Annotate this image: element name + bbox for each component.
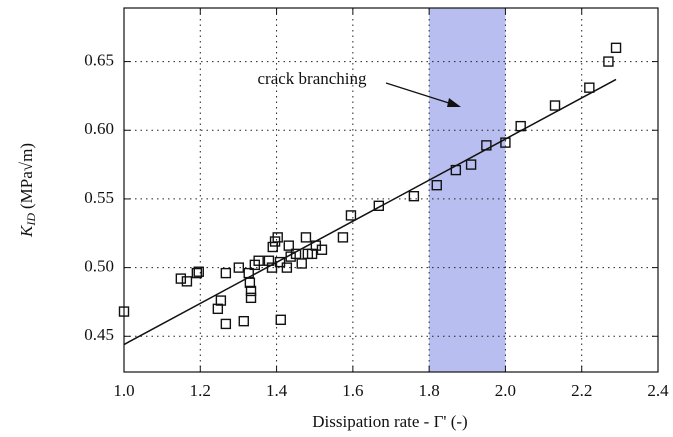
data-point — [245, 285, 257, 297]
data-point — [500, 137, 511, 148]
data-point — [267, 241, 278, 253]
data-point — [118, 306, 130, 317]
data-point — [253, 255, 264, 266]
data-point — [281, 262, 293, 273]
data-point — [584, 82, 595, 93]
data-point — [220, 267, 232, 279]
data-point — [220, 318, 232, 330]
x-tick-label: 1.4 — [266, 381, 288, 400]
data-point — [549, 100, 561, 111]
data-point — [290, 248, 302, 260]
data-point — [610, 42, 622, 54]
y-tick-label: 0.55 — [84, 188, 114, 207]
y-axis-label: KID (MPa√m) — [17, 143, 38, 238]
data-point — [266, 262, 278, 273]
y-label-subscript: ID — [24, 213, 38, 227]
data-point — [191, 267, 203, 279]
x-tick-label: 2.4 — [647, 381, 669, 400]
data-point — [431, 179, 442, 191]
x-tick-label: 1.8 — [419, 381, 440, 400]
data-point — [275, 314, 286, 326]
data-point — [408, 190, 420, 202]
data-point — [175, 273, 187, 284]
y-label-symbol: K — [17, 224, 36, 238]
data-point — [283, 240, 294, 251]
x-tick-label: 1.0 — [113, 381, 134, 400]
data-point — [603, 56, 614, 67]
data-point — [450, 164, 462, 176]
y-tick-label: 0.60 — [84, 119, 114, 138]
fit-line — [123, 78, 617, 346]
data-point — [373, 200, 384, 211]
data-point — [274, 256, 286, 268]
data-point — [296, 258, 307, 269]
arrow-head — [447, 98, 461, 107]
data-point — [300, 232, 312, 243]
data-point — [193, 266, 204, 277]
data-point — [337, 232, 349, 243]
y-tick-label: 0.65 — [84, 50, 114, 69]
data-point — [515, 120, 526, 132]
y-label-unit: (MPa√m) — [17, 143, 36, 209]
x-tick-label: 2.0 — [495, 381, 516, 400]
data-point — [212, 303, 224, 315]
y-tick-label: 0.50 — [84, 257, 114, 276]
data-point — [233, 262, 245, 273]
annotation-arrow — [385, 82, 453, 105]
data-point — [316, 244, 328, 255]
data-point — [263, 255, 275, 266]
data-point — [285, 251, 296, 262]
x-tick-label: 1.2 — [190, 381, 211, 400]
y-tick-label: 0.45 — [84, 325, 114, 344]
data-point — [215, 295, 227, 306]
annotation: crack branching — [257, 69, 367, 88]
data-point — [345, 210, 357, 221]
data-point — [481, 140, 492, 151]
x-tick-label: 1.6 — [342, 381, 363, 400]
data-point — [465, 159, 477, 170]
x-axis-label: Dissipation rate - Γ' (-) — [312, 412, 467, 431]
data-point — [272, 232, 283, 243]
x-tick-label: 2.2 — [571, 381, 592, 400]
plot-frame — [123, 7, 659, 373]
data-point — [181, 276, 193, 287]
data-point — [245, 292, 257, 304]
data-point — [238, 315, 249, 327]
data-point — [244, 277, 256, 288]
